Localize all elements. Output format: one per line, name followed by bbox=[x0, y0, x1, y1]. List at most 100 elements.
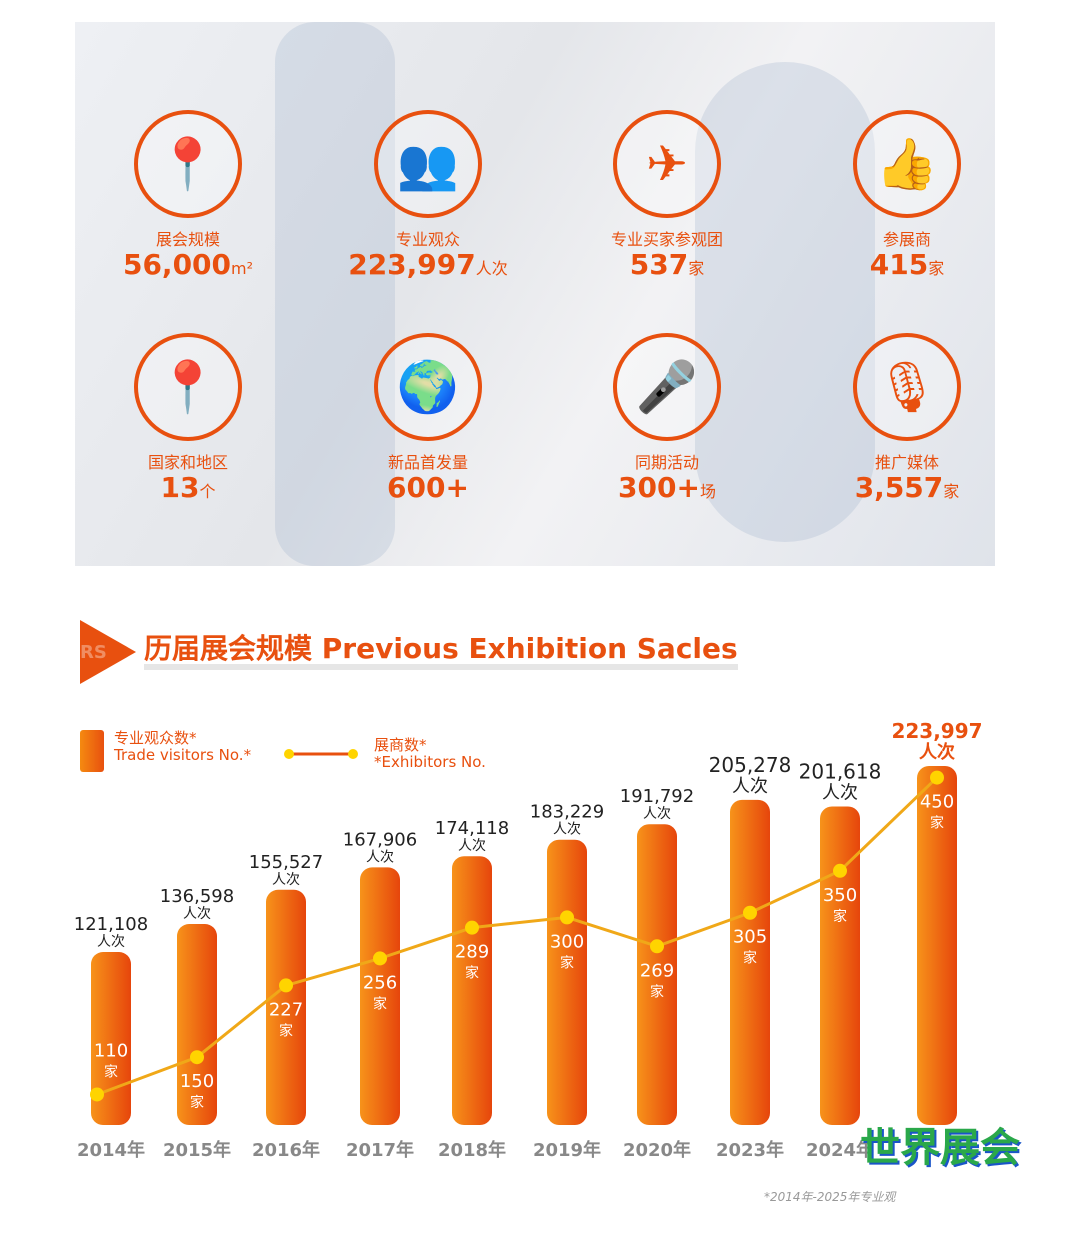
stat-label: 新品首发量 bbox=[387, 453, 468, 472]
visitors-unit-label: 人次 bbox=[919, 741, 955, 763]
visitors-bar bbox=[917, 766, 957, 1125]
exhibitors-value-label: 350 bbox=[823, 885, 857, 906]
visitors-value-label: 155,527 bbox=[249, 852, 323, 873]
speaker-icon: 🎤 bbox=[613, 333, 721, 441]
exhibitors-unit-label: 家 bbox=[743, 950, 757, 967]
visitors-value-label: 205,278 bbox=[709, 753, 792, 777]
exhibitors-value-label: 450 bbox=[920, 792, 954, 813]
exhibitors-unit-label: 家 bbox=[279, 1022, 293, 1039]
visitors-value-label: 201,618 bbox=[799, 759, 882, 783]
visitors-bar bbox=[637, 824, 677, 1125]
exhibitors-unit-label: 家 bbox=[930, 815, 944, 832]
stat-item: 👍 参展商 415家 bbox=[797, 110, 1017, 284]
stat-value: 13个 bbox=[160, 471, 216, 504]
stat-value: 537家 bbox=[629, 248, 705, 281]
stat-item: 🎙 推广媒体 3,557家 bbox=[797, 333, 1017, 507]
exhibitors-point bbox=[190, 1050, 204, 1065]
stat-label: 专业买家参观团 bbox=[610, 230, 723, 249]
exhibitors-point bbox=[560, 910, 574, 925]
stat-label: 参展商 bbox=[882, 230, 931, 249]
visitors-unit-label: 人次 bbox=[643, 806, 671, 822]
thumbs-up-icon: 👍 bbox=[853, 110, 961, 218]
play-badge-icon: RS bbox=[80, 620, 136, 684]
year-tick-label: 2014年 bbox=[77, 1139, 145, 1161]
visitors-value-label: 191,792 bbox=[620, 786, 694, 807]
stat-label: 推广媒体 bbox=[874, 453, 939, 472]
exhibitors-value-label: 300 bbox=[550, 931, 584, 952]
exhibitors-point bbox=[373, 951, 387, 966]
year-tick-label: 2017年 bbox=[346, 1139, 414, 1161]
exhibitors-value-label: 150 bbox=[180, 1071, 214, 1092]
globe-icon: 🌍 bbox=[374, 333, 482, 441]
stats-panel bbox=[75, 22, 995, 566]
stat-value: 300+场 bbox=[618, 471, 716, 504]
exhibitors-value-label: 227 bbox=[269, 999, 303, 1020]
legend-bar-swatch bbox=[80, 730, 104, 772]
exhibitors-point bbox=[465, 920, 479, 935]
exhibitors-unit-label: 家 bbox=[650, 983, 664, 1000]
exhibitors-unit-label: 家 bbox=[465, 965, 479, 982]
exhibitors-point bbox=[90, 1087, 104, 1102]
visitors-unit-label: 人次 bbox=[553, 822, 581, 838]
visitors-value-label: 136,598 bbox=[160, 886, 234, 907]
exhibitors-unit-label: 家 bbox=[373, 995, 387, 1012]
exhibitors-line bbox=[96, 776, 939, 1096]
visitors-bar bbox=[452, 856, 492, 1125]
exhibitors-value-label: 305 bbox=[733, 927, 767, 948]
map-pin-icon: 📍 bbox=[134, 110, 242, 218]
year-tick-label: 2016年 bbox=[252, 1139, 320, 1161]
exhibitors-unit-label: 家 bbox=[560, 954, 574, 971]
stat-item: ✈ 专业买家参观团 537家 bbox=[557, 110, 777, 284]
exhibitors-unit-label: 家 bbox=[104, 1063, 118, 1080]
visitors-value-label: 183,229 bbox=[530, 802, 604, 823]
watermark-logo: 世界展会 bbox=[860, 1125, 1020, 1171]
visitors-bar bbox=[177, 924, 217, 1125]
exhibitors-value-label: 256 bbox=[363, 972, 397, 993]
location-icon: 📍 bbox=[134, 333, 242, 441]
stat-value: 223,997人次 bbox=[348, 248, 508, 281]
visitors-value-label: 121,108 bbox=[74, 914, 148, 935]
stat-item: 🌍 新品首发量 600+ bbox=[318, 333, 538, 507]
stat-item: 👥 专业观众 223,997人次 bbox=[318, 110, 538, 284]
visitors-unit-label: 人次 bbox=[97, 934, 125, 950]
stat-item: 📍 展会规模 56,000m² bbox=[78, 110, 298, 284]
exhibitors-unit-label: 家 bbox=[190, 1094, 204, 1111]
year-tick-label: 2020年 bbox=[623, 1139, 691, 1161]
stat-value: 415家 bbox=[869, 248, 945, 281]
visitors-bar bbox=[820, 806, 860, 1125]
legend-visitors: 专业观众数* Trade visitors No.* bbox=[80, 730, 251, 772]
visitors-value-label: 174,118 bbox=[435, 818, 509, 839]
section-title: RS 历届展会规模 Previous Exhibition Sacles bbox=[80, 620, 738, 684]
visitors-bar bbox=[266, 889, 306, 1125]
visitors-unit-label: 人次 bbox=[183, 906, 211, 922]
visitors-bar bbox=[730, 799, 770, 1125]
stat-item: 🎤 同期活动 300+场 bbox=[557, 333, 777, 507]
exhibitors-value-label: 110 bbox=[94, 1040, 128, 1061]
stat-value: 56,000m² bbox=[122, 248, 254, 281]
visitors-bar bbox=[360, 867, 400, 1125]
audience-icon: 👥 bbox=[374, 110, 482, 218]
stat-label: 同期活动 bbox=[634, 453, 699, 472]
visitors-unit-label: 人次 bbox=[822, 782, 858, 803]
legend-exhibitors: 展商数* *Exhibitors No. bbox=[284, 737, 486, 771]
microphone-icon: 🎙 bbox=[853, 333, 961, 441]
stat-value: 3,557家 bbox=[854, 471, 960, 504]
stat-label: 展会规模 bbox=[155, 230, 220, 249]
stat-value: 600+ bbox=[387, 471, 469, 504]
year-tick-label: 2019年 bbox=[533, 1139, 601, 1161]
visitors-bar bbox=[91, 952, 131, 1125]
exhibitors-point bbox=[930, 770, 944, 785]
stat-label: 国家和地区 bbox=[147, 453, 228, 472]
airplane-icon: ✈ bbox=[613, 110, 721, 218]
section-heading: 历届展会规模 Previous Exhibition Sacles bbox=[144, 634, 738, 670]
legend-line-swatch bbox=[284, 749, 358, 759]
exhibitors-value-label: 289 bbox=[455, 942, 489, 963]
visitors-unit-label: 人次 bbox=[272, 872, 300, 888]
visitors-bar bbox=[547, 839, 587, 1125]
exhibitors-point bbox=[743, 905, 757, 920]
stat-item: 📍 国家和地区 13个 bbox=[78, 333, 298, 507]
exhibitors-point bbox=[279, 978, 293, 993]
year-tick-label: 2024年 bbox=[806, 1139, 874, 1161]
visitors-value-label: 167,906 bbox=[343, 829, 417, 850]
year-tick-label: 2015年 bbox=[163, 1139, 231, 1161]
